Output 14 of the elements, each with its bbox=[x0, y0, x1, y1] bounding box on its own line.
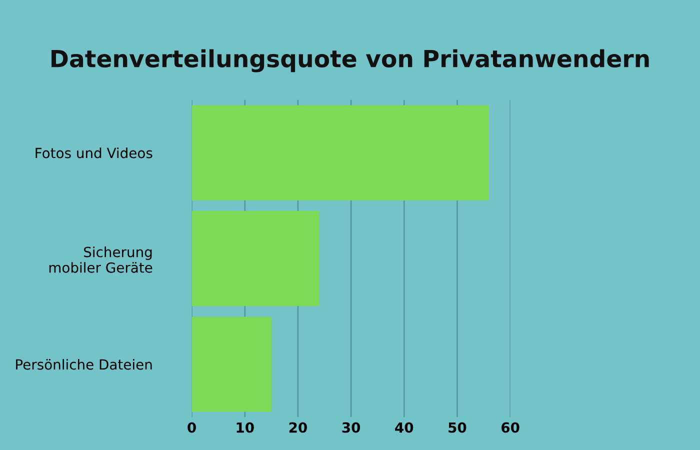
bar bbox=[192, 105, 490, 200]
bar bbox=[192, 210, 320, 306]
y-tick-label: Persönliche Dateien bbox=[16, 359, 152, 370]
x-tick-label: 30 bbox=[342, 422, 360, 433]
y-tick-label: Sicherung mobiler Geräte bbox=[49, 246, 152, 273]
x-tick-label: 0 bbox=[188, 422, 196, 433]
x-tick-label: 10 bbox=[236, 422, 254, 433]
x-tick-label: 40 bbox=[395, 422, 414, 433]
bar bbox=[192, 316, 272, 412]
x-tick-label: 60 bbox=[502, 422, 520, 433]
x-tick-label: 20 bbox=[289, 422, 307, 433]
x-tick-label: 50 bbox=[448, 422, 466, 433]
chart-title: Datenverteilungsquote von Privatanwendern bbox=[52, 49, 649, 72]
y-tick-label: Fotos und Videos bbox=[36, 148, 152, 158]
